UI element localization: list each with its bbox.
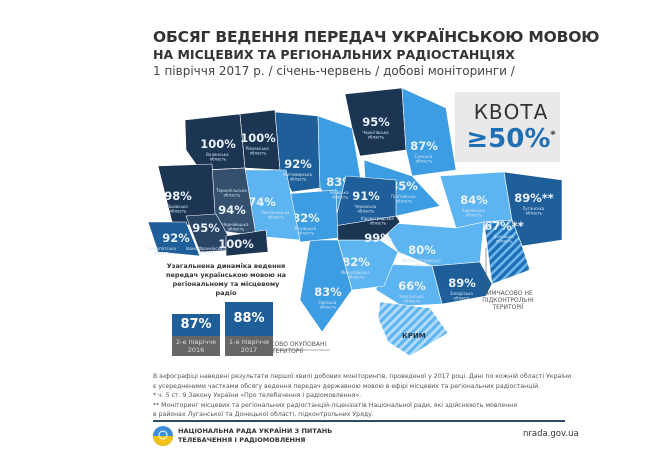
region-name: Чернівецька область [222, 222, 250, 232]
region-name: Кіровоградська область [361, 216, 395, 226]
note-line: є усередненими частками обсягу ведення п… [153, 382, 541, 390]
region-name: Миколаївська область [341, 270, 371, 280]
region-name: Запорізька область [450, 291, 474, 301]
dynamics-bar-2016: 87% 2-е півріччя 2016 [172, 302, 220, 356]
note-line: в районах Луганської та Донецької област… [153, 411, 374, 418]
website-link[interactable]: nrada.gov.ua [523, 429, 579, 439]
region-shape [344, 87, 407, 157]
organization-name: НАЦІОНАЛЬНА РАДА УКРАЇНИ З ПИТАНЬ ТЕЛЕБА… [178, 427, 332, 445]
region-value: 74% [248, 195, 276, 209]
region-name: Тернопільська область [215, 188, 248, 198]
dynamics-year: 2017 [240, 346, 258, 354]
region-name: Херсонська область [399, 294, 425, 304]
region-shape [483, 219, 531, 285]
region-name: Харківська область [462, 208, 486, 218]
region-name: Донецька область [493, 234, 515, 244]
notes: В інфографіці наведені результати першої… [153, 372, 623, 420]
region-value: 80% [408, 243, 436, 257]
quota-value: ≥50% [466, 124, 551, 154]
region-value: 89% [448, 276, 476, 290]
region-value: 95% [192, 221, 220, 235]
region-value: 89%** [514, 191, 554, 205]
region-name: Луганська область [522, 206, 545, 216]
dynamics-value: 88% [225, 302, 273, 336]
subtitle: НА МІСЦЕВИХ ТА РЕГІОНАЛЬНИХ РАДІОСТАНЦІЯ… [153, 47, 515, 62]
region-shape [299, 239, 353, 333]
region-name: Волинська область [206, 152, 230, 162]
crimea-label: КРИМ [402, 332, 426, 340]
dynamics-value: 87% [172, 314, 220, 336]
region-value: 67%** [484, 219, 524, 233]
region-name: Черкаська область [354, 204, 377, 214]
dynamics-title: Узагальнена динаміка ведення передач укр… [166, 262, 286, 297]
region-value: 98% [164, 189, 192, 203]
region-name: Сумська область [415, 154, 434, 164]
region-name: Хмельницька область [261, 210, 291, 220]
region-value: 91% [352, 189, 380, 203]
dynamics-period: 1-е півріччя [229, 338, 269, 346]
title: ОБСЯГ ВЕДЕННЯ ПЕРЕДАЧ УКРАЇНСЬКОЮ МОВОЮ [153, 28, 600, 46]
region-crimea [377, 301, 449, 357]
region-value: 84% [460, 193, 488, 207]
region-value: 95% [362, 115, 390, 129]
region-shape [147, 221, 201, 257]
region-value: 85% [390, 179, 418, 193]
note-line: ** Моніторинг місцевих та регіональних р… [153, 401, 518, 409]
region-name: Чернігівська область [362, 130, 390, 140]
region-name: Дніпропетровська область [402, 258, 442, 268]
quota-box: КВОТА ≥50%* [465, 100, 557, 154]
quota-footnote: * [550, 129, 556, 141]
quota-label: КВОТА [473, 100, 549, 124]
region-name: Київська область [330, 190, 350, 200]
region-shape [401, 87, 457, 177]
region-name: Одеська область [318, 300, 337, 310]
region-name: Житомирська область [283, 172, 314, 182]
region-name: Закарпатська область [147, 246, 178, 256]
quota-background [455, 92, 560, 162]
org-line: ТЕЛЕБАЧЕННЯ І РАДІОМОВЛЕННЯ [178, 436, 306, 444]
dynamics-year: 2016 [187, 346, 205, 354]
note-line: В інфографіці наведені результати першої… [153, 373, 572, 380]
region-shape [333, 175, 397, 227]
region-shape [503, 171, 563, 247]
uncontrolled-territory-label: ТИМЧАСОВО НЕ ПІДКОНТРОЛЬНІ ТЕРИТОРІЇ [482, 290, 534, 311]
note-line: * ч. 5 ст. 9 Закону України «Про телебач… [153, 392, 362, 399]
region-shape [225, 229, 269, 257]
region-value: 100% [240, 131, 276, 145]
region-value: 92% [284, 157, 312, 171]
region-value: 99% [364, 231, 392, 245]
region-name: Вінницька область [295, 226, 318, 236]
region-name: Львівська область [167, 204, 189, 214]
region-value: 94% [218, 203, 246, 217]
org-line: НАЦІОНАЛЬНА РАДА УКРАЇНИ З ПИТАНЬ [178, 427, 333, 435]
region-name: Івано-Франківська область [186, 246, 226, 256]
region-name: Рівненська область [246, 146, 270, 156]
region-value: 82% [292, 211, 320, 225]
region-value: 92% [162, 231, 190, 245]
dynamics-bar-2017: 88% 1-е півріччя 2017 [225, 302, 273, 356]
nrada-logo-icon [153, 426, 173, 446]
region-value: 87% [410, 139, 438, 153]
occupied-territory-label: ТИМЧАСОВО ОКУПОВАНІ ТЕРИТОРІЇ [248, 341, 327, 355]
region-value: 100% [218, 237, 254, 251]
dynamics-period: 2-е півріччя [176, 338, 216, 346]
region-value: 83% [314, 285, 342, 299]
divider [153, 420, 565, 422]
period: 1 півріччя 2017 р. / січень-червень / до… [153, 64, 515, 78]
region-value: 100% [200, 137, 236, 151]
region-value: 82% [342, 255, 370, 269]
region-value: 66% [398, 279, 426, 293]
region-name: Полтавська область [391, 194, 417, 204]
